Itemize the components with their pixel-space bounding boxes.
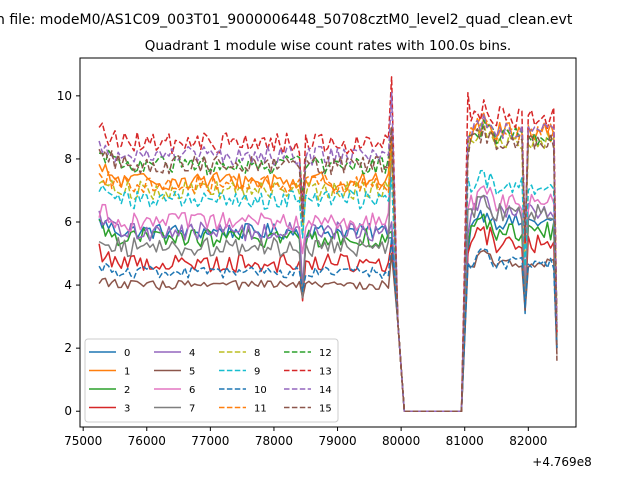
x-tick-label: 76000 bbox=[128, 434, 166, 448]
legend-label-4: 4 bbox=[189, 348, 195, 359]
legend-label-13: 13 bbox=[319, 367, 332, 378]
y-tick-label: 2 bbox=[64, 341, 72, 355]
legend-label-14: 14 bbox=[319, 385, 332, 396]
legend-label-6: 6 bbox=[189, 385, 195, 396]
y-tick-label: 6 bbox=[64, 215, 72, 229]
series-line-8 bbox=[98, 122, 558, 412]
x-tick-label: 75000 bbox=[64, 434, 102, 448]
legend-label-1: 1 bbox=[124, 367, 130, 378]
series-line-6 bbox=[98, 129, 558, 412]
x-tick-label: 80000 bbox=[382, 434, 420, 448]
series-line-10 bbox=[98, 237, 558, 412]
legend-label-7: 7 bbox=[189, 404, 195, 415]
plot-lines bbox=[98, 76, 558, 412]
x-tick-label: 78000 bbox=[255, 434, 293, 448]
x-tick-label: 82000 bbox=[509, 434, 547, 448]
series-line-2 bbox=[98, 213, 558, 412]
legend-label-5: 5 bbox=[189, 367, 195, 378]
legend-label-11: 11 bbox=[254, 404, 267, 415]
series-line-11 bbox=[98, 116, 558, 412]
legend-box bbox=[84, 338, 339, 423]
legend-label-15: 15 bbox=[319, 404, 332, 415]
x-offset-label: +4.769e8 bbox=[532, 455, 591, 469]
series-line-13 bbox=[98, 76, 558, 412]
x-tick-label: 79000 bbox=[318, 434, 356, 448]
legend-label-2: 2 bbox=[124, 385, 130, 396]
series-line-7 bbox=[98, 142, 558, 412]
axes-frame bbox=[79, 57, 577, 428]
y-tick-label: 10 bbox=[57, 89, 72, 103]
y-tick-label: 0 bbox=[64, 404, 72, 418]
series-line-9 bbox=[98, 169, 558, 412]
series-line-15 bbox=[98, 125, 558, 412]
chart-title: Quadrant 1 module wise count rates with … bbox=[145, 38, 511, 54]
legend-label-10: 10 bbox=[254, 385, 267, 396]
legend-label-8: 8 bbox=[254, 348, 260, 359]
legend-label-3: 3 bbox=[124, 404, 130, 415]
legend-label-0: 0 bbox=[124, 348, 130, 359]
y-tick-label: 4 bbox=[64, 278, 72, 292]
x-axis: 75000 76000 77000 78000 79000 80000 81000 82000 bbox=[64, 427, 547, 448]
series-line-5 bbox=[98, 249, 558, 412]
series-line-14 bbox=[98, 91, 558, 412]
legend-label-9: 9 bbox=[254, 367, 260, 378]
suptitle: n file: modeM0/AS1C09_003T01_9000006448_… bbox=[0, 12, 573, 28]
series-line-1 bbox=[98, 112, 558, 412]
y-tick-label: 8 bbox=[64, 152, 72, 166]
x-tick-label: 77000 bbox=[191, 434, 229, 448]
y-axis: 0 2 4 6 8 10 bbox=[57, 89, 80, 418]
x-tick-label: 81000 bbox=[446, 434, 484, 448]
legend-label-12: 12 bbox=[319, 348, 332, 359]
